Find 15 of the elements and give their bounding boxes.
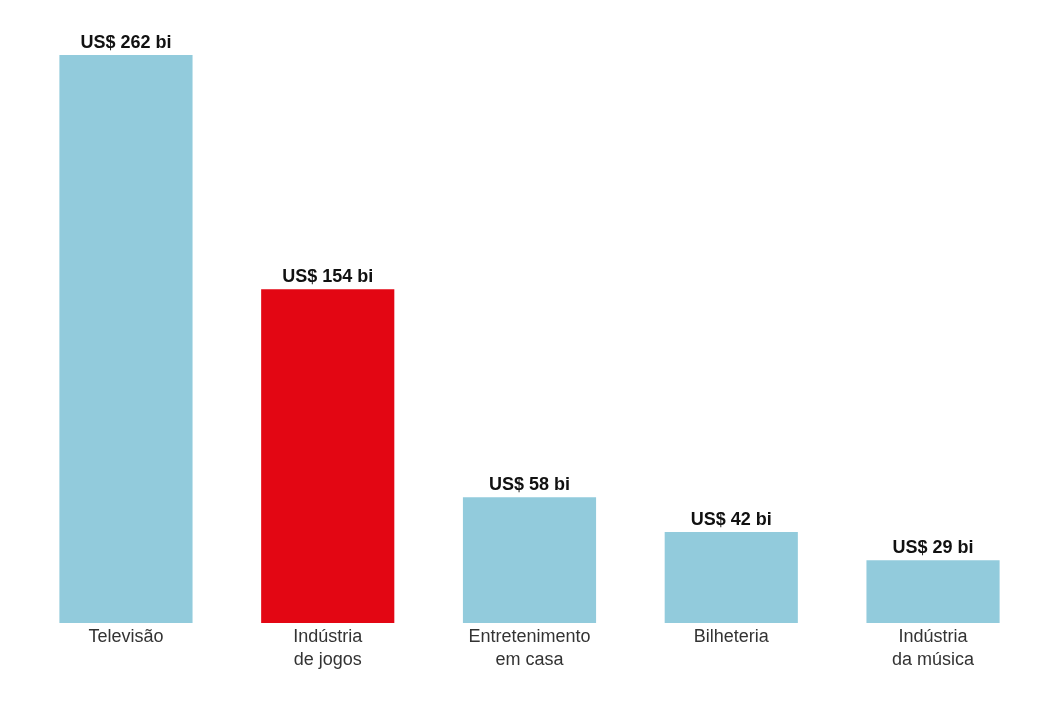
data-label: US$ 42 bi [690,508,772,529]
x-tick-label: Televisão [88,626,164,646]
data-label: US$ 29 bi [892,537,974,558]
bar [462,497,597,623]
bar [664,531,798,623]
data-label: US$ 262 bi [80,32,172,52]
x-tick-label: Indústria de jogos [293,626,364,670]
bar [866,560,1000,623]
x-tick-label: Indústria da música [892,626,976,670]
bar [261,289,395,623]
data-label: US$ 58 bi [488,474,571,495]
x-tick-label: Entretenimento em casa [468,626,591,670]
data-label: US$ 154 bi [282,266,374,287]
x-tick-label: Bilheteria [693,626,770,646]
bar [59,55,193,623]
